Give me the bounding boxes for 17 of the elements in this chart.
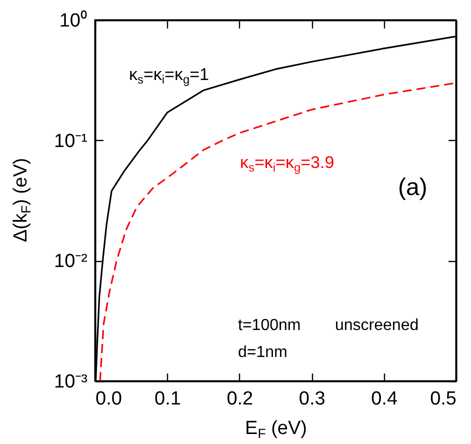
y-tick-label: 10⁻³ [54,372,88,392]
x-tick-label: 0.5 [430,388,456,410]
series-label: κ$_{s}$=κ$_{i}$=κ$_{g}$=3.9 [240,153,334,175]
x-tick-label: 0.4 [371,388,398,410]
x-tick-label: 0.2 [226,388,254,410]
y-tick-label: 10⁻¹ [54,130,88,152]
annotation: t=100nm [238,317,301,334]
x-axis-title: E$_{F}$ (eV) [245,418,307,441]
x-tick-label: 0.0 [96,388,122,410]
y-tick-label: 10⁰ [59,10,88,32]
annotation: d=1nm [238,344,288,361]
series-label: κ$_{s}$=κ$_{i}$=κ$_{g}$=1 [129,65,209,87]
annotation: unscreened [335,317,419,334]
x-tick-label: 0.1 [154,388,181,410]
annotation: (a) [398,174,428,201]
y-tick-label: 10⁻² [54,251,88,272]
x-tick-label: 0.3 [298,388,326,410]
